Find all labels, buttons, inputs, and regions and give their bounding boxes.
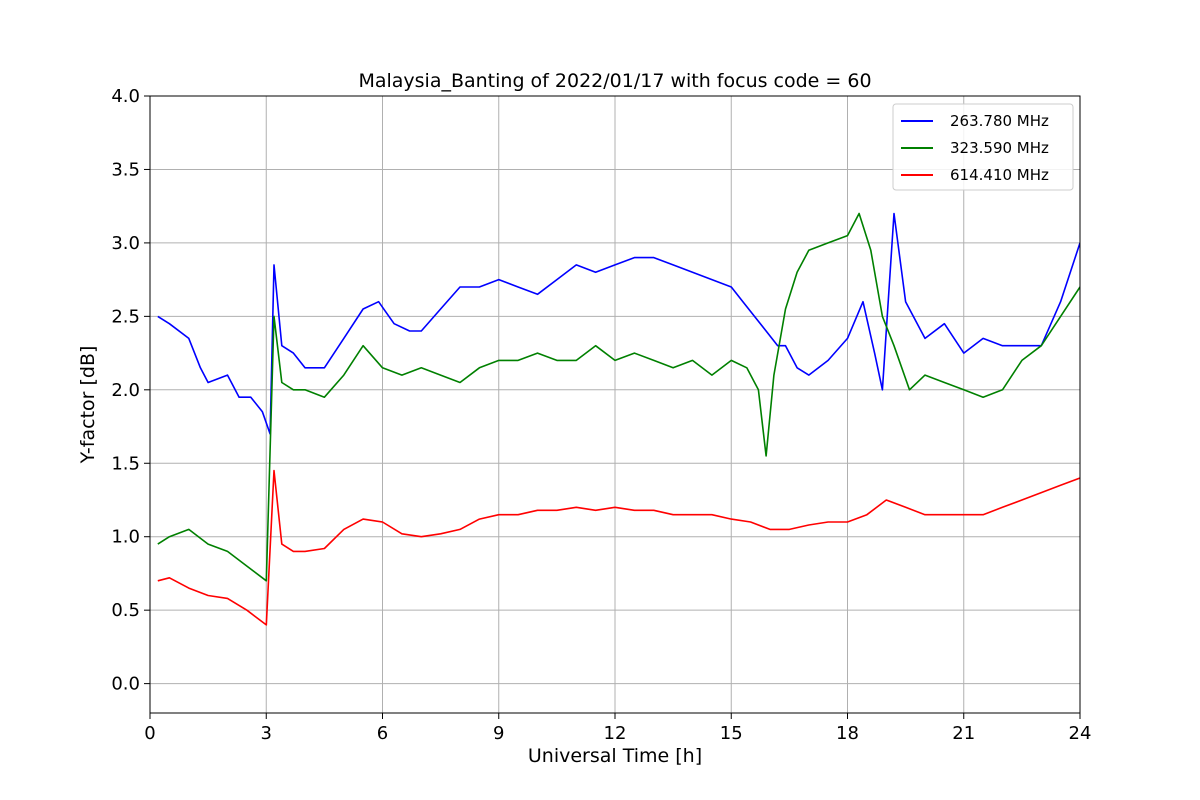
y-tick-label: 2.0 — [111, 380, 140, 401]
y-tick-label: 0.0 — [111, 674, 140, 695]
x-tick-label: 6 — [377, 723, 388, 744]
series-line-263 — [157, 212, 1080, 435]
y-tick-label: 1.0 — [111, 527, 140, 548]
y-tick-label: 0.5 — [111, 600, 140, 621]
y-axis-label: Y-factor [dB] — [77, 346, 99, 465]
ticks: 0 3 6 9 12 15 18 21 24 0.0 0.5 1.0 1.5 2.0 2.5 3.0 3.5 4.… — [111, 86, 1091, 744]
legend-entry-614: 614.410 MHz — [950, 166, 1049, 184]
y-tick-label: 3.5 — [111, 159, 140, 180]
x-tick-label: 24 — [1069, 723, 1092, 744]
x-tick-label: 9 — [493, 723, 504, 744]
legend: 263.780 MHz 323.590 MHz 614.410 MHz — [892, 103, 1074, 191]
series-line-614 — [157, 469, 1080, 626]
x-tick-label: 0 — [144, 723, 155, 744]
x-tick-label: 21 — [952, 723, 975, 744]
x-tick-label: 15 — [720, 723, 743, 744]
x-tick-label: 18 — [836, 723, 859, 744]
legend-entry-323: 323.590 MHz — [950, 139, 1049, 157]
x-axis-label: Universal Time [h] — [528, 745, 702, 767]
legend-entry-263: 263.780 MHz — [950, 112, 1049, 130]
legend-box — [892, 103, 1074, 191]
x-tick-label: 12 — [604, 723, 627, 744]
y-tick-label: 4.0 — [111, 86, 140, 107]
chart-title: Malaysia_Banting of 2022/01/17 with focu… — [358, 70, 871, 92]
series-line-323 — [157, 212, 1080, 582]
y-tick-label: 2.5 — [111, 306, 140, 327]
y-tick-label: 1.5 — [111, 453, 140, 474]
series-layer — [157, 212, 1080, 626]
y-tick-label: 3.0 — [111, 233, 140, 254]
x-tick-label: 3 — [261, 723, 272, 744]
